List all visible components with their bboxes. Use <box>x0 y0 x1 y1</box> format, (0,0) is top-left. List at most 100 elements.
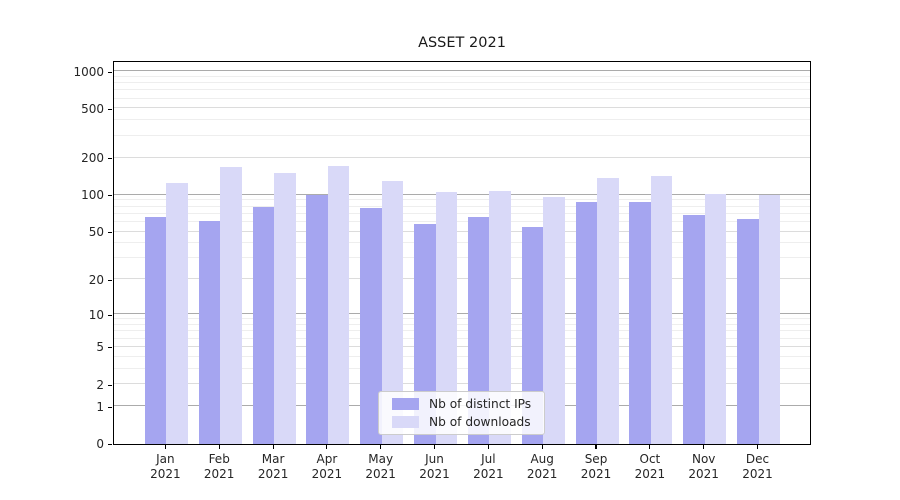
x-tick-label: Nov 2021 <box>688 451 719 482</box>
y-tick-label: 50 <box>88 225 104 239</box>
gridline-minor <box>114 242 810 244</box>
y-tick-label: 5 <box>96 340 104 355</box>
bar-downloads <box>166 182 188 444</box>
gridline-mid <box>114 345 810 347</box>
x-tick-label: Jun 2021 <box>419 451 450 482</box>
y-tick-mark <box>108 347 112 349</box>
bar-distinct-ips <box>737 219 759 444</box>
gridline-minor <box>114 75 810 77</box>
bar-distinct-ips <box>252 207 275 444</box>
y-tick-mark <box>108 71 112 73</box>
y-tick-mark <box>108 314 112 316</box>
gridline-minor <box>114 212 810 214</box>
gridline-minor <box>114 337 810 339</box>
gridline-minor <box>114 205 810 207</box>
gridline-minor <box>114 97 810 99</box>
bar-distinct-ips <box>414 223 436 444</box>
gridline-major <box>114 313 810 315</box>
y-tick-label: 100 <box>81 188 104 203</box>
y-tick-label: 200 <box>81 151 104 166</box>
bar-downloads <box>274 173 296 444</box>
bar-distinct-ips <box>629 201 651 444</box>
bar-downloads <box>650 176 673 444</box>
legend-label: Nb of distinct IPs <box>429 397 532 411</box>
x-tick-mark <box>433 444 436 449</box>
x-tick-mark <box>326 444 328 449</box>
x-tick-mark <box>272 444 274 449</box>
x-tick-label: Apr 2021 <box>311 451 343 482</box>
bar-distinct-ips <box>467 216 490 444</box>
legend-row: Nb of distinct IPs <box>392 397 544 411</box>
x-tick-mark <box>541 444 543 449</box>
y-tick-label: 500 <box>81 101 104 116</box>
x-tick-label: Mar 2021 <box>257 451 289 482</box>
gridline-mid <box>114 107 810 109</box>
gridline-minor <box>114 82 810 84</box>
gridline-mid <box>114 156 810 158</box>
y-tick-label: 1000 <box>73 64 104 79</box>
bar-downloads <box>435 191 457 444</box>
x-tick-mark <box>164 444 166 449</box>
y-tick-mark <box>108 279 112 281</box>
x-tick-mark <box>703 444 705 449</box>
legend-swatch <box>392 398 419 410</box>
bar-downloads <box>597 177 619 444</box>
plot-area <box>113 61 811 445</box>
gridline-minor <box>114 119 810 121</box>
x-tick-mark <box>380 444 382 449</box>
x-tick-label: Aug 2021 <box>526 451 558 482</box>
gridline-minor <box>114 220 810 222</box>
x-tick-label: Jan 2021 <box>150 451 181 482</box>
x-tick-mark <box>649 444 651 449</box>
bar-distinct-ips <box>683 215 705 444</box>
gridline-major <box>114 70 810 72</box>
gridline-minor <box>114 355 810 357</box>
legend: Nb of distinct IPs Nb of downloads <box>378 391 545 435</box>
bar-downloads <box>220 167 242 444</box>
x-tick-label: Jul 2021 <box>473 451 504 482</box>
bar-distinct-ips <box>360 208 382 444</box>
y-tick-label: 20 <box>88 272 104 287</box>
y-tick-mark <box>108 231 112 234</box>
y-tick-mark <box>108 158 112 160</box>
gridline-minor <box>114 89 810 91</box>
y-tick-label: 0 <box>96 437 104 451</box>
bar-downloads <box>758 194 780 444</box>
y-tick-label: 2 <box>96 377 104 392</box>
x-tick-label: Sep 2021 <box>580 451 612 482</box>
x-tick-mark <box>487 444 489 449</box>
gridline-major <box>114 193 810 195</box>
x-tick-mark <box>756 444 759 449</box>
bar-downloads <box>327 165 350 444</box>
chart-title: ASSET 2021 <box>418 35 506 51</box>
y-tick-label: 10 <box>88 307 104 322</box>
gridline-minor <box>114 134 810 136</box>
gridline-minor <box>114 257 810 259</box>
bar-downloads <box>543 196 565 444</box>
bar-downloads <box>381 180 404 444</box>
y-tick-mark <box>108 384 112 386</box>
gridline-mid <box>114 383 810 385</box>
x-tick-mark <box>595 444 597 449</box>
gridline-minor <box>114 330 810 332</box>
bar-distinct-ips <box>306 194 328 444</box>
bar-distinct-ips <box>144 216 167 444</box>
gridline-minor <box>114 318 810 320</box>
y-tick-mark <box>108 108 112 110</box>
legend-row: Nb of downloads <box>392 415 544 429</box>
y-tick-label: 1 <box>96 399 104 414</box>
y-tick-mark <box>108 443 112 446</box>
bar-downloads <box>704 194 727 444</box>
legend-label: Nb of downloads <box>429 415 531 429</box>
x-tick-label: May 2021 <box>365 451 396 482</box>
legend-swatch <box>392 416 419 428</box>
x-tick-label: Feb 2021 <box>203 451 235 482</box>
bar-distinct-ips <box>575 201 597 444</box>
bar-distinct-ips <box>521 226 544 444</box>
y-tick-mark <box>108 195 112 197</box>
gridline-minor <box>114 367 810 369</box>
x-tick-label: Dec 2021 <box>742 451 773 482</box>
x-tick-mark <box>218 444 220 449</box>
gridline-mid <box>114 230 810 232</box>
